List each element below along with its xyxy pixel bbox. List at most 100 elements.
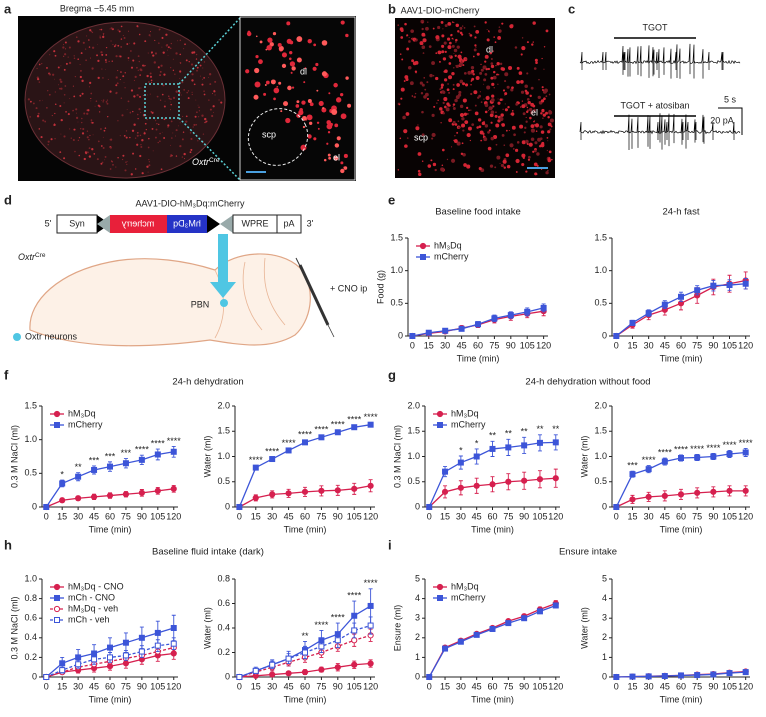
speck bbox=[400, 27, 404, 31]
speck bbox=[504, 144, 506, 146]
speck bbox=[256, 35, 258, 37]
speck bbox=[470, 109, 471, 110]
speck bbox=[434, 169, 436, 171]
y-tick-label: 0.5 bbox=[24, 468, 37, 478]
marker bbox=[427, 675, 432, 680]
speck bbox=[282, 64, 286, 68]
speck bbox=[126, 43, 128, 45]
speck bbox=[492, 108, 493, 109]
speck bbox=[90, 58, 91, 59]
speck bbox=[179, 145, 181, 147]
speck bbox=[64, 53, 66, 55]
speck bbox=[399, 104, 400, 105]
speck bbox=[158, 124, 159, 125]
speck bbox=[415, 38, 418, 41]
speck bbox=[59, 151, 61, 153]
speck bbox=[140, 87, 141, 88]
speck bbox=[313, 137, 316, 140]
marker bbox=[108, 645, 113, 650]
x-tick-label: 120 bbox=[363, 511, 378, 521]
marker bbox=[123, 640, 128, 645]
speck bbox=[181, 94, 182, 95]
speck bbox=[175, 136, 176, 137]
speck bbox=[117, 45, 119, 47]
speck bbox=[440, 122, 441, 123]
speck bbox=[148, 138, 150, 140]
speck bbox=[190, 138, 192, 140]
speck bbox=[495, 111, 497, 113]
speck bbox=[400, 53, 402, 55]
speck bbox=[421, 28, 423, 30]
speck bbox=[458, 91, 461, 94]
speck bbox=[500, 113, 503, 116]
speck bbox=[457, 45, 460, 48]
speck bbox=[49, 94, 51, 96]
speck bbox=[444, 42, 447, 45]
marker bbox=[368, 623, 373, 628]
speck bbox=[196, 58, 197, 59]
speck bbox=[439, 88, 441, 90]
x-tick-label: 45 bbox=[284, 511, 294, 521]
speck bbox=[111, 27, 113, 29]
speck bbox=[47, 90, 48, 91]
x-tick-label: 30 bbox=[73, 681, 83, 691]
marker bbox=[253, 495, 258, 500]
panel-label: i bbox=[388, 537, 392, 552]
speck bbox=[90, 98, 91, 99]
speck bbox=[418, 152, 422, 156]
speck bbox=[432, 133, 436, 137]
significance: ** bbox=[536, 424, 544, 434]
speck bbox=[289, 51, 292, 54]
speck bbox=[152, 128, 154, 130]
speck bbox=[486, 96, 490, 100]
speck bbox=[525, 121, 527, 123]
speck bbox=[163, 73, 165, 75]
speck bbox=[505, 103, 506, 104]
speck bbox=[517, 67, 520, 70]
speck bbox=[465, 58, 466, 59]
x-tick-label: 30 bbox=[267, 511, 277, 521]
significance: **** bbox=[739, 438, 754, 448]
speck bbox=[296, 100, 299, 103]
x-tick-label: 90 bbox=[333, 681, 343, 691]
speck bbox=[511, 112, 515, 116]
speck bbox=[433, 106, 435, 108]
speck bbox=[84, 158, 86, 160]
speck bbox=[120, 55, 122, 57]
marker bbox=[352, 638, 357, 643]
speck bbox=[543, 69, 544, 70]
speck bbox=[137, 132, 138, 133]
speck bbox=[406, 48, 409, 51]
speck bbox=[198, 107, 200, 109]
speck bbox=[403, 129, 407, 133]
speck bbox=[313, 67, 317, 71]
speck bbox=[420, 82, 423, 85]
marker bbox=[270, 457, 275, 462]
y-tick-label: 1.5 bbox=[390, 232, 403, 242]
x-tick-label: 15 bbox=[627, 340, 637, 350]
speck bbox=[78, 155, 80, 157]
x-tick-label: 30 bbox=[456, 511, 466, 521]
legend-label: hM₃Dq - veh bbox=[68, 603, 118, 613]
speck bbox=[474, 25, 476, 27]
speck bbox=[188, 97, 190, 99]
speck bbox=[500, 163, 501, 164]
y-axis-label: Ensure (ml) bbox=[392, 605, 402, 652]
legend-label: hM₃Dq bbox=[434, 240, 462, 250]
speck bbox=[253, 95, 258, 100]
speck bbox=[504, 80, 506, 82]
speck bbox=[526, 72, 528, 74]
speck bbox=[447, 83, 448, 84]
speck bbox=[450, 34, 452, 36]
speck bbox=[534, 172, 537, 175]
speck bbox=[461, 117, 464, 120]
significance: **** bbox=[674, 444, 689, 454]
speck bbox=[89, 46, 90, 47]
speck bbox=[457, 55, 461, 59]
speck bbox=[344, 166, 348, 170]
speck bbox=[415, 72, 416, 73]
speck bbox=[452, 45, 455, 48]
speck bbox=[451, 159, 455, 163]
speck bbox=[401, 88, 405, 92]
speck bbox=[101, 54, 103, 56]
